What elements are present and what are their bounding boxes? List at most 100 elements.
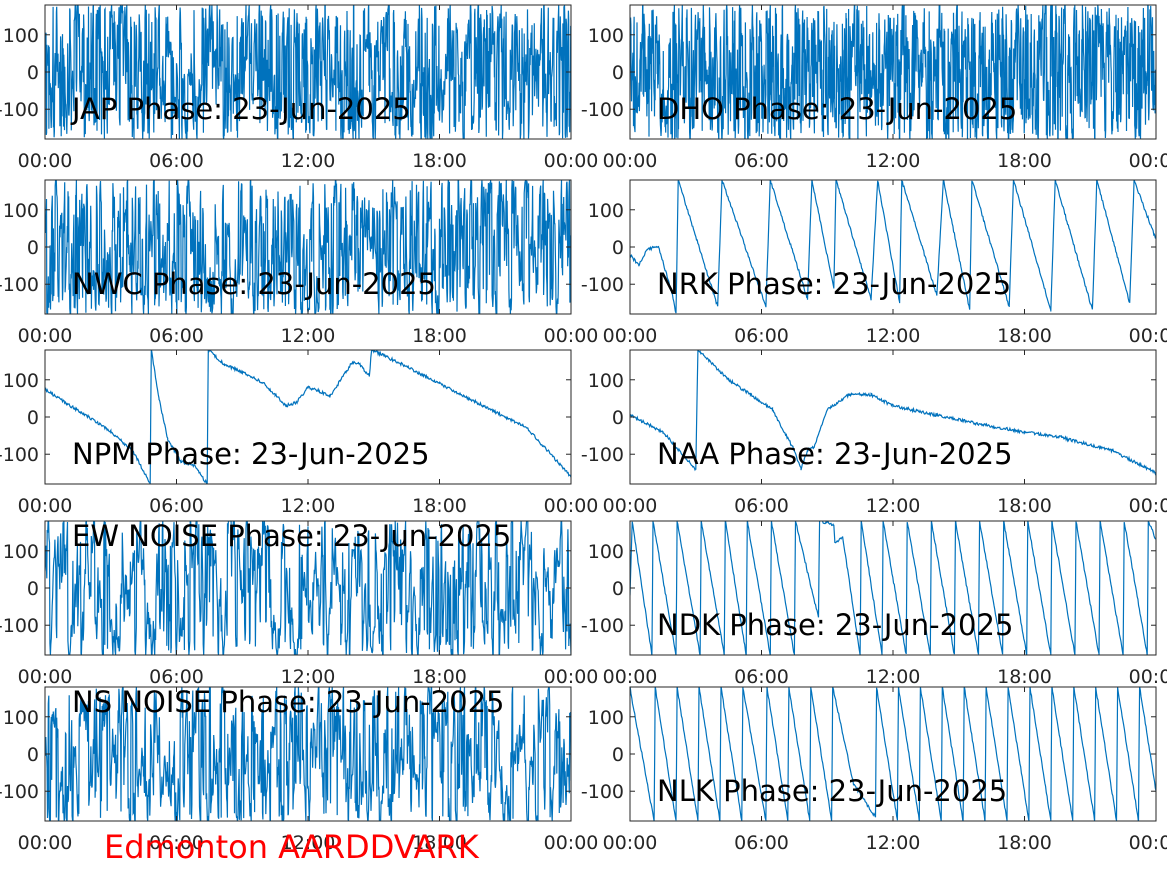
x-tick-label: 12:00	[281, 666, 336, 688]
panel-title: NWC Phase: 23-Jun-2025	[72, 267, 436, 301]
station-label: Edmonton AARDDVARK	[104, 828, 479, 866]
x-tick-label: 00:00	[603, 325, 658, 347]
x-tick-label: 18:00	[997, 832, 1052, 854]
y-tick-label: -100	[581, 99, 624, 121]
x-tick-label: 12:00	[281, 832, 336, 854]
y-tick-label: 100	[3, 200, 39, 222]
series-line	[630, 5, 1156, 139]
x-tick-label: 00:00	[1129, 150, 1167, 172]
subplot-8: 100 0 -100 00:00 06:00 12:00 18:00 00:00 NS NOIS…	[0, 685, 598, 854]
x-tick-label: 06:00	[149, 832, 204, 854]
y-tick-label: 0	[27, 407, 39, 429]
x-tick-label: 00:00	[603, 832, 658, 854]
y-tick-label: 0	[612, 407, 624, 429]
y-tick-label: -100	[0, 99, 39, 121]
series-line	[45, 5, 571, 139]
subplot-2: 100 0 -100 00:00 06:00 12:00 18:00 00:00 NWC Pha…	[0, 179, 598, 347]
x-tick-label: 00:00	[1129, 832, 1167, 854]
y-tick-label: 100	[588, 25, 624, 47]
series-line	[630, 687, 1156, 821]
x-tick-label: 12:00	[281, 150, 336, 172]
subplot-9: 100 0 -100 00:00 06:00 12:00 18:00 00:00 NLK Pha…	[581, 686, 1167, 854]
x-tick-label: 12:00	[866, 832, 921, 854]
x-tick-label: 06:00	[734, 832, 789, 854]
y-tick-label: -100	[581, 444, 624, 466]
y-tick-label: 100	[588, 541, 624, 563]
x-tick-label: 06:00	[734, 495, 789, 517]
y-tick-label: 0	[27, 237, 39, 259]
x-tick-label: 00:00	[544, 832, 599, 854]
x-tick-label: 12:00	[866, 495, 921, 517]
x-tick-label: 00:00	[18, 666, 73, 688]
x-tick-label: 00:00	[18, 495, 73, 517]
x-tick-label: 18:00	[997, 666, 1052, 688]
x-tick-label: 12:00	[866, 666, 921, 688]
plot-area	[630, 687, 1156, 821]
panel-title: NS NOISE Phase: 23-Jun-2025	[72, 685, 504, 719]
x-tick-label: 12:00	[281, 495, 336, 517]
x-tick-label: 06:00	[149, 666, 204, 688]
x-tick-label: 00:00	[603, 666, 658, 688]
series-line	[45, 350, 571, 484]
x-tick-label: 00:00	[603, 150, 658, 172]
y-tick-label: 0	[612, 744, 624, 766]
y-tick-label: 100	[3, 25, 39, 47]
subplot-0: 100 0 -100 00:00 06:00 12:00 18:00 00:00 JAP Pha…	[0, 4, 599, 172]
series-line	[630, 350, 1156, 476]
x-tick-label: 18:00	[412, 150, 467, 172]
x-tick-label: 18:00	[997, 495, 1052, 517]
series-line	[630, 521, 1156, 655]
series-line	[45, 687, 571, 821]
panel-title: NDK Phase: 23-Jun-2025	[657, 608, 1013, 642]
x-tick-label: 12:00	[281, 325, 336, 347]
panel-title: EW NOISE Phase: 23-Jun-2025	[72, 519, 511, 553]
x-tick-label: 18:00	[412, 666, 467, 688]
y-tick-label: 100	[3, 707, 39, 729]
y-tick-label: 0	[27, 62, 39, 84]
series-line	[45, 521, 571, 655]
y-tick-label: 0	[612, 578, 624, 600]
panel-title: DHO Phase: 23-Jun-2025	[657, 92, 1017, 126]
x-tick-label: 06:00	[149, 325, 204, 347]
x-tick-label: 00:00	[1129, 325, 1167, 347]
x-tick-label: 06:00	[734, 150, 789, 172]
y-tick-label: 0	[612, 62, 624, 84]
x-tick-label: 00:00	[544, 150, 599, 172]
panel-title: NPM Phase: 23-Jun-2025	[72, 437, 430, 471]
x-tick-label: 06:00	[149, 150, 204, 172]
panel-title: NAA Phase: 23-Jun-2025	[657, 437, 1013, 471]
panel-title: NLK Phase: 23-Jun-2025	[657, 774, 1007, 808]
x-tick-label: 06:00	[734, 325, 789, 347]
x-tick-label: 12:00	[866, 150, 921, 172]
y-tick-label: 100	[588, 370, 624, 392]
y-tick-label: 100	[3, 541, 39, 563]
y-tick-label: 100	[588, 707, 624, 729]
subplot-3: 100 0 -100 00:00 06:00 12:00 18:00 00:00 NRK Pha…	[581, 179, 1167, 347]
x-tick-label: 18:00	[412, 325, 467, 347]
series-line	[630, 180, 1156, 314]
plot-area	[630, 350, 1156, 484]
x-tick-label: 00:00	[18, 832, 73, 854]
x-tick-label: 18:00	[412, 832, 467, 854]
y-tick-label: -100	[0, 781, 39, 803]
y-tick-label: 100	[3, 370, 39, 392]
panel-title: NRK Phase: 23-Jun-2025	[657, 267, 1011, 301]
subplot-5: 100 0 -100 00:00 06:00 12:00 18:00 00:00 NAA Pha…	[581, 349, 1167, 517]
x-tick-label: 06:00	[734, 666, 789, 688]
subplot-4: 100 0 -100 00:00 06:00 12:00 18:00 00:00 NPM Pha…	[0, 349, 599, 517]
subplot-6: 100 0 -100 00:00 06:00 12:00 18:00 00:00 EW NOIS…	[0, 519, 598, 688]
x-tick-label: 00:00	[18, 325, 73, 347]
y-tick-label: -100	[0, 444, 39, 466]
x-tick-label: 00:00	[544, 495, 599, 517]
y-tick-label: -100	[581, 274, 624, 296]
y-tick-label: 0	[27, 578, 39, 600]
y-tick-label: 0	[612, 237, 624, 259]
x-tick-label: 12:00	[866, 325, 921, 347]
x-tick-label: 00:00	[1129, 495, 1167, 517]
y-tick-label: -100	[581, 781, 624, 803]
plot-area	[45, 350, 571, 484]
x-tick-label: 06:00	[149, 495, 204, 517]
x-tick-label: 00:00	[1129, 666, 1167, 688]
panel-title: JAP Phase: 23-Jun-2025	[70, 92, 411, 126]
